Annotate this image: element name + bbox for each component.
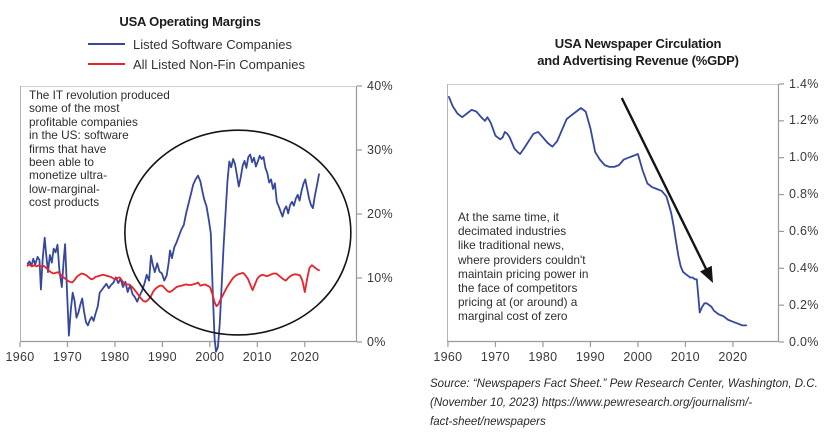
x-tick-label: 1960 [5, 350, 35, 364]
legend-item-nonfin: All Listed Non-Fin Companies [88, 54, 305, 74]
y-tick-label: 0.4% [789, 260, 819, 275]
red-line-swatch [88, 62, 125, 66]
usa-operating-margins-canvas [19, 85, 362, 353]
x-tick-label: 2020 [290, 350, 320, 364]
y-tick-label: 40% [367, 78, 393, 93]
x-tick-label: 1970 [480, 350, 510, 364]
y-tick-label: 1.0% [789, 150, 819, 165]
plot-area-newspaper [447, 83, 784, 347]
trend-arrow-shaft [620, 97, 709, 273]
series-line-all-listed-non-fin-companies [26, 263, 320, 308]
annotation-decimated-industries: At the same time, it decimated industrie… [458, 210, 589, 324]
y-tick-label: 30% [367, 142, 393, 157]
source-note: Source: “Newspapers Fact Sheet.” Pew Res… [430, 378, 818, 428]
x-tick-label: 1960 [433, 350, 463, 364]
x-tick-label: 2000 [195, 350, 225, 364]
blue-line-swatch [88, 42, 125, 46]
highlight-ellipse [124, 129, 352, 336]
y-tick-label: 10% [367, 270, 393, 285]
y-tick-label: 0.2% [789, 297, 819, 312]
operating-margins-chart: USA Operating Margins Listed Software Co… [5, 14, 393, 364]
y-tick-label: 0% [367, 334, 386, 349]
x-tick-label: 1990 [147, 350, 177, 364]
newspaper-revenue-chart: USA Newspaper Circulation and Advertisin… [420, 0, 840, 434]
annotation-it-revolution: The IT revolution produced some of the m… [29, 88, 170, 210]
x-tick-label: 1990 [575, 350, 605, 364]
legend-item-software: Listed Software Companies [88, 34, 305, 54]
trend-arrow-head [700, 265, 713, 284]
usa-newspaper-circulation-canvas [447, 83, 784, 347]
y-tick-label: 0.6% [789, 223, 819, 238]
y-tick-label: 20% [367, 206, 393, 221]
x-tick-label: 2010 [242, 350, 272, 364]
x-tick-label: 1980 [528, 350, 558, 364]
y-tick-label: 1.4% [789, 76, 819, 91]
x-tick-label: 2010 [670, 350, 700, 364]
legend-label-software: Listed Software Companies [133, 36, 292, 52]
chart-title-newspaper: USA Newspaper Circulation and Advertisin… [537, 36, 739, 68]
y-tick-label: 1.2% [789, 113, 819, 128]
x-tick-label: 2000 [623, 350, 653, 364]
series-line-newspaper-revenue [448, 95, 748, 327]
x-tick-label: 1970 [52, 350, 82, 364]
legend-label-nonfin: All Listed Non-Fin Companies [133, 56, 305, 72]
y-tick-label: 0.8% [789, 187, 819, 202]
page-title: USA Operating Margins [119, 14, 261, 29]
x-tick-label: 2020 [718, 350, 748, 364]
x-tick-label: 1980 [100, 350, 130, 364]
y-tick-label: 0.0% [789, 334, 819, 349]
series-line-listed-software-companies [26, 153, 320, 353]
plot-area-operating-margins [19, 85, 362, 353]
legend: Listed Software Companies All Listed Non… [88, 34, 305, 74]
